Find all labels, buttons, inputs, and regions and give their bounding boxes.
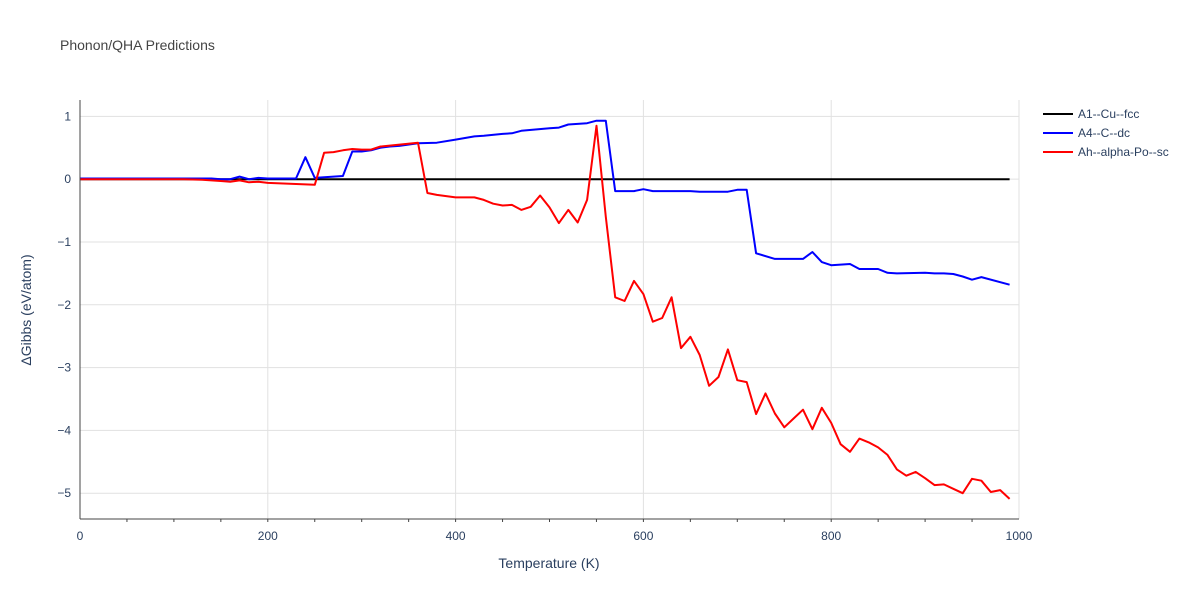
series-line-1 — [80, 119, 1010, 286]
x-tick-label: 200 — [258, 529, 278, 543]
x-tick-label: 1000 — [1006, 529, 1033, 543]
legend-label: A4--C--dc — [1078, 126, 1130, 140]
y-tick-label: 0 — [64, 172, 71, 186]
x-axis-label: Temperature (K) — [498, 555, 599, 571]
x-tick-label: 600 — [633, 529, 653, 543]
legend-label: A1--Cu--fcc — [1078, 107, 1139, 121]
y-tick-label: −4 — [57, 423, 71, 437]
y-tick-label: −1 — [57, 235, 71, 249]
legend: A1--Cu--fcc A4--C--dc Ah--alpha-Po--sc — [1043, 107, 1169, 159]
x-tick-label: 800 — [821, 529, 841, 543]
x-tick-label: 400 — [446, 529, 466, 543]
y-axis-label: ΔGibbs (eV/atom) — [18, 254, 34, 365]
gridlines — [80, 100, 1020, 519]
legend-label: Ah--alpha-Po--sc — [1078, 145, 1169, 159]
x-tick-label: 0 — [77, 529, 84, 543]
y-tick-label: −2 — [57, 298, 71, 312]
axes: 0 200 400 600 800 1000 1 0 −1 −2 −3 −4 −5 — [57, 100, 1033, 543]
y-tick-label: 1 — [64, 109, 71, 123]
y-tick-label: −5 — [57, 486, 71, 500]
chart-title: Phonon/QHA Predictions — [60, 37, 215, 53]
series-lines — [80, 119, 1011, 500]
y-tick-label: −3 — [57, 361, 71, 375]
series-line-2 — [80, 124, 1011, 500]
